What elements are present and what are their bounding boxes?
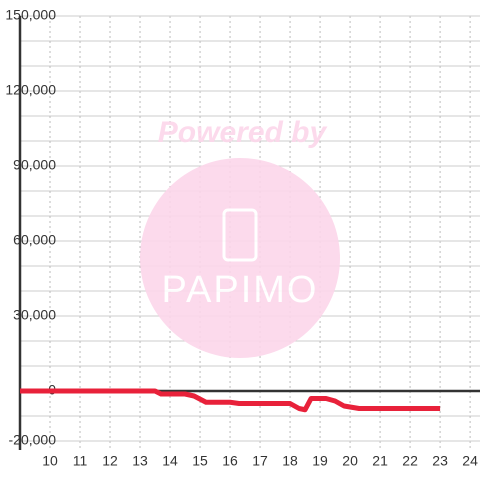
watermark: Powered by PAPIMO: [140, 116, 340, 358]
x-tick-label: 17: [252, 453, 268, 469]
y-tick-label: 30,000: [13, 307, 56, 323]
x-tick-label: 12: [102, 453, 118, 469]
watermark-logo: PAPIMO: [162, 269, 319, 311]
x-tick-label: 13: [132, 453, 148, 469]
watermark-circle: [140, 158, 340, 358]
x-tick-label: 20: [342, 453, 358, 469]
x-tick-label: 11: [73, 453, 88, 469]
x-tick-label: 16: [222, 453, 238, 469]
x-tick-label: 18: [282, 453, 298, 469]
watermark-icon: [222, 208, 258, 262]
y-tick-label: 150,000: [5, 7, 56, 23]
x-tick-label: 15: [192, 453, 208, 469]
watermark-text: Powered by: [158, 116, 328, 149]
x-tick-label: 23: [432, 453, 448, 469]
x-tick-label: 22: [402, 453, 418, 469]
y-tick-label: -20,000: [9, 432, 57, 448]
x-tick-label: 19: [312, 453, 328, 469]
x-tick-label: 14: [162, 453, 178, 469]
y-tick-label: 120,000: [5, 82, 56, 98]
plot: -20,000030,00060,00090,000120,000150,000…: [5, 7, 478, 469]
y-tick-label: 60,000: [13, 232, 56, 248]
x-tick-label: 24: [462, 453, 478, 469]
data-line: [20, 388, 441, 413]
x-tick-label: 21: [372, 453, 388, 469]
y-tick-label: 90,000: [13, 157, 56, 173]
x-tick-label: 10: [42, 453, 58, 469]
